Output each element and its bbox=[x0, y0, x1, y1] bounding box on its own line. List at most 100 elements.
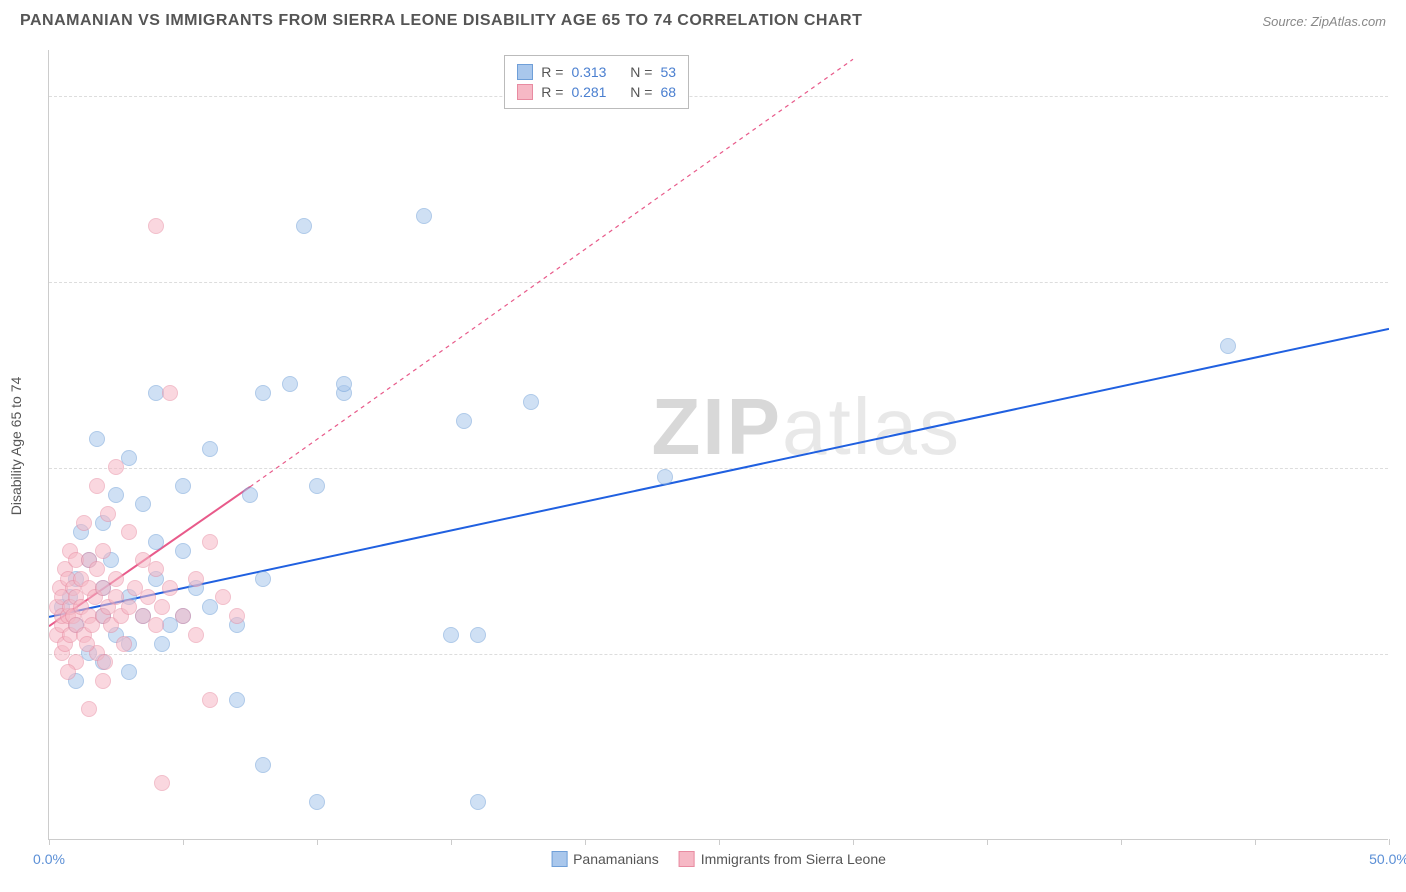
data-point bbox=[309, 794, 325, 810]
data-point bbox=[1220, 338, 1236, 354]
n-value: 68 bbox=[660, 84, 676, 100]
legend-swatch bbox=[679, 851, 695, 867]
data-point bbox=[97, 654, 113, 670]
source-label: Source: ZipAtlas.com bbox=[1262, 14, 1386, 29]
x-tick-mark bbox=[1255, 839, 1256, 845]
data-point bbox=[162, 580, 178, 596]
data-point bbox=[100, 506, 116, 522]
chart-title: PANAMANIAN VS IMMIGRANTS FROM SIERRA LEO… bbox=[20, 12, 862, 30]
data-point bbox=[523, 394, 539, 410]
data-point bbox=[154, 636, 170, 652]
x-tick-mark bbox=[317, 839, 318, 845]
grid-line-h bbox=[49, 282, 1388, 283]
data-point bbox=[154, 775, 170, 791]
x-tick-label: 50.0% bbox=[1369, 851, 1406, 867]
data-point bbox=[108, 487, 124, 503]
y-tick-label: 20.0% bbox=[1393, 646, 1406, 662]
data-point bbox=[89, 431, 105, 447]
y-tick-label: 40.0% bbox=[1393, 460, 1406, 476]
legend-item: Panamanians bbox=[551, 851, 659, 867]
grid-line-h bbox=[49, 96, 1388, 97]
data-point bbox=[148, 617, 164, 633]
data-point bbox=[89, 478, 105, 494]
data-point bbox=[188, 627, 204, 643]
r-label: R = bbox=[541, 84, 563, 100]
grid-line-h bbox=[49, 468, 1388, 469]
r-value: 0.281 bbox=[571, 84, 606, 100]
data-point bbox=[148, 561, 164, 577]
legend-label: Panamanians bbox=[573, 851, 659, 867]
x-tick-label: 0.0% bbox=[33, 851, 65, 867]
y-tick-label: 60.0% bbox=[1393, 274, 1406, 290]
data-point bbox=[282, 376, 298, 392]
data-point bbox=[229, 608, 245, 624]
legend-label: Immigrants from Sierra Leone bbox=[701, 851, 886, 867]
x-tick-mark bbox=[987, 839, 988, 845]
n-label: N = bbox=[630, 64, 652, 80]
x-tick-mark bbox=[585, 839, 586, 845]
data-point bbox=[657, 469, 673, 485]
data-point bbox=[456, 413, 472, 429]
x-tick-mark bbox=[183, 839, 184, 845]
series-legend: Panamanians Immigrants from Sierra Leone bbox=[551, 851, 886, 867]
data-point bbox=[296, 218, 312, 234]
data-point bbox=[202, 534, 218, 550]
grid-line-h bbox=[49, 654, 1388, 655]
data-point bbox=[148, 218, 164, 234]
watermark: ZIPatlas bbox=[652, 381, 961, 473]
data-point bbox=[188, 571, 204, 587]
r-value: 0.313 bbox=[571, 64, 606, 80]
y-tick-label: 80.0% bbox=[1393, 88, 1406, 104]
y-axis-label: Disability Age 65 to 74 bbox=[8, 377, 24, 516]
data-point bbox=[121, 450, 137, 466]
data-point bbox=[81, 701, 97, 717]
data-point bbox=[175, 543, 191, 559]
data-point bbox=[79, 636, 95, 652]
data-point bbox=[416, 208, 432, 224]
data-point bbox=[108, 459, 124, 475]
data-point bbox=[202, 441, 218, 457]
x-tick-mark bbox=[451, 839, 452, 845]
data-point bbox=[135, 496, 151, 512]
data-point bbox=[255, 385, 271, 401]
legend-swatch bbox=[517, 84, 533, 100]
data-point bbox=[175, 478, 191, 494]
data-point bbox=[175, 608, 191, 624]
data-point bbox=[95, 673, 111, 689]
x-tick-mark bbox=[1389, 839, 1390, 845]
data-point bbox=[154, 599, 170, 615]
data-point bbox=[89, 561, 105, 577]
data-point bbox=[121, 664, 137, 680]
chart-plot-area: ZIPatlas 20.0%40.0%60.0%80.0%0.0%50.0%R … bbox=[48, 50, 1388, 840]
stats-row: R = 0.313 N = 53 bbox=[517, 62, 676, 82]
data-point bbox=[76, 515, 92, 531]
x-tick-mark bbox=[853, 839, 854, 845]
data-point bbox=[60, 664, 76, 680]
data-point bbox=[95, 543, 111, 559]
data-point bbox=[215, 589, 231, 605]
stats-row: R = 0.281 N = 68 bbox=[517, 82, 676, 102]
data-point bbox=[470, 794, 486, 810]
n-value: 53 bbox=[660, 64, 676, 80]
data-point bbox=[116, 636, 132, 652]
legend-item: Immigrants from Sierra Leone bbox=[679, 851, 886, 867]
data-point bbox=[336, 376, 352, 392]
data-point bbox=[108, 571, 124, 587]
data-point bbox=[202, 692, 218, 708]
legend-swatch bbox=[517, 64, 533, 80]
n-label: N = bbox=[630, 84, 652, 100]
x-tick-mark bbox=[1121, 839, 1122, 845]
data-point bbox=[443, 627, 459, 643]
data-point bbox=[162, 385, 178, 401]
data-point bbox=[229, 692, 245, 708]
legend-swatch bbox=[551, 851, 567, 867]
data-point bbox=[470, 627, 486, 643]
data-point bbox=[309, 478, 325, 494]
trend-lines bbox=[49, 50, 1389, 840]
data-point bbox=[148, 534, 164, 550]
r-label: R = bbox=[541, 64, 563, 80]
data-point bbox=[242, 487, 258, 503]
data-point bbox=[255, 757, 271, 773]
x-tick-mark bbox=[719, 839, 720, 845]
stats-legend-box: R = 0.313 N = 53 R = 0.281 N = 68 bbox=[504, 55, 689, 109]
